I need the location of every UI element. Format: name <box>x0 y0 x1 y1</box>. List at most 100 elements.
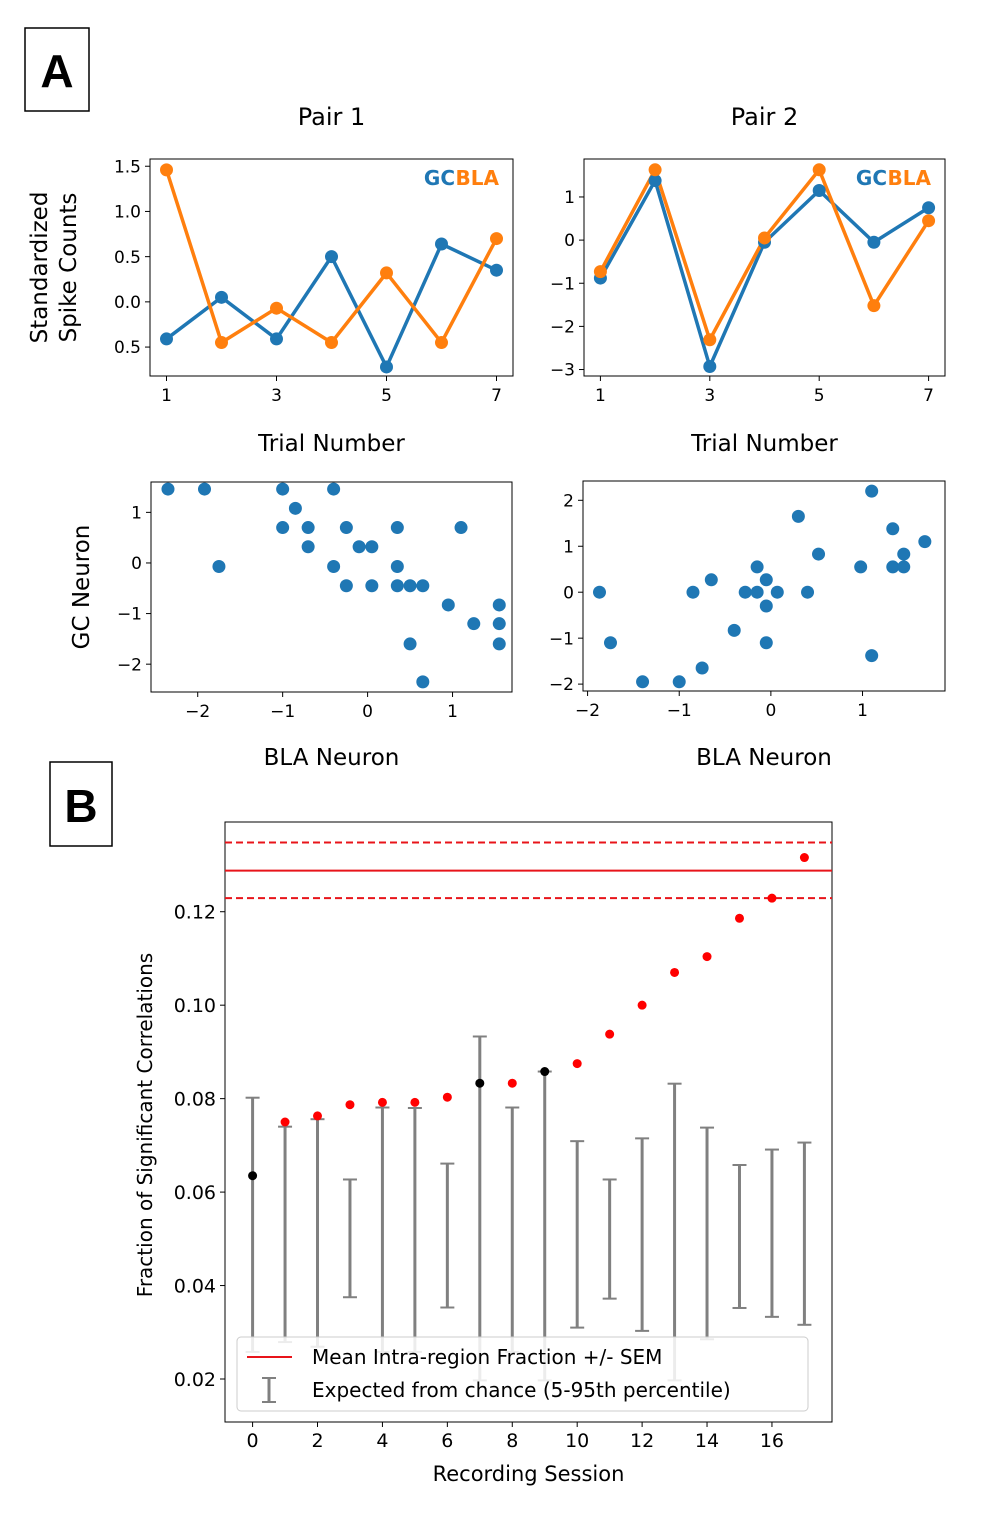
scatter-point <box>738 585 752 599</box>
scatter-point <box>492 617 506 631</box>
observed-point <box>670 967 680 977</box>
scatter-point <box>365 579 379 593</box>
scatter-point <box>416 675 430 689</box>
x-tick-label: 4 <box>376 1430 388 1452</box>
data-point-bla <box>758 231 771 245</box>
legend-bla: BLA <box>888 166 932 190</box>
y-tick-label: −2 <box>117 655 142 675</box>
scatter-point <box>492 598 506 612</box>
observed-point <box>377 1097 387 1107</box>
data-point-bla <box>160 163 173 177</box>
y-tick-label: −1 <box>550 274 575 294</box>
data-point-bla <box>648 163 662 177</box>
x-tick-label: −2 <box>575 701 600 721</box>
scatter-point <box>603 636 617 650</box>
x-tick-label: 3 <box>271 386 282 406</box>
legend: Mean Intra-region Fraction +/- SEM Expect… <box>236 1336 809 1412</box>
observed-point <box>637 1000 647 1010</box>
y-tick-label: 0.02 <box>174 1369 216 1391</box>
y-tick-label: −2 <box>549 675 574 695</box>
scatter-point <box>288 501 302 515</box>
legend-label-chance: Expected from chance (5-95th percentile) <box>312 1378 731 1402</box>
x-tick-label: 6 <box>441 1430 453 1452</box>
data-point-gc <box>325 250 338 264</box>
y-tick-label: 1 <box>564 188 575 208</box>
y-axis-label: Standardized <box>27 192 53 344</box>
data-point-gc <box>922 201 936 215</box>
y-tick-label: 2 <box>563 491 574 511</box>
scatter-point <box>403 637 417 651</box>
x-tick-label: 1 <box>595 386 606 406</box>
scatter-point <box>750 585 764 599</box>
y-tick-label: 0.08 <box>174 1088 216 1110</box>
series-line-gc <box>598 176 930 372</box>
scatter-point <box>390 521 404 535</box>
y-axis-label: Spike Counts <box>56 193 82 343</box>
scatter-point <box>327 560 341 574</box>
plot-frame <box>583 158 946 377</box>
observed-point <box>605 1029 615 1039</box>
x-tick-label: 1 <box>161 386 172 406</box>
x-tick-label: 5 <box>814 386 825 406</box>
plot-frame <box>582 480 946 692</box>
data-point-gc <box>490 263 503 277</box>
scatter-point <box>467 617 481 631</box>
chart-title: Pair 1 <box>298 103 366 131</box>
scatter-point <box>403 579 417 593</box>
plot-frame <box>149 158 514 377</box>
y-tick-label: 1 <box>131 503 142 523</box>
data-point-bla <box>435 336 448 350</box>
pair1-line-chart: 1 3 5 7 0.5 0.0 0.5 1.0 1.5 Trial Number Pair 1 BLA… <box>27 103 514 457</box>
scatter-point <box>886 522 900 536</box>
y-tick-label: 1.5 <box>114 157 141 177</box>
y-axis-label: Fraction of Significant Correlations <box>133 953 157 1297</box>
x-axis-label: Trial Number <box>257 431 405 457</box>
observed-point <box>540 1067 550 1077</box>
observed-point <box>442 1092 452 1102</box>
scatter-point <box>759 599 773 613</box>
data-point-gc <box>703 360 717 374</box>
x-tick-label: 1 <box>447 702 458 722</box>
svg-text:B: B <box>64 780 97 832</box>
series-line-bla <box>598 165 931 345</box>
scatter-point <box>886 560 900 574</box>
x-tick-label: 12 <box>630 1430 654 1452</box>
panel-a-label: A <box>24 27 90 112</box>
scatter-point <box>276 482 290 496</box>
y-tick-label: −1 <box>549 629 574 649</box>
observed-point <box>767 893 777 903</box>
x-tick-label: 14 <box>695 1430 719 1452</box>
observed-point <box>734 913 744 923</box>
y-tick-label: 0.0 <box>114 293 141 313</box>
scatter-point <box>897 547 911 561</box>
data-point-gc <box>270 332 283 346</box>
data-point-bla <box>867 299 881 313</box>
data-point-bla <box>380 266 393 280</box>
x-tick-label: 7 <box>491 386 502 406</box>
data-point-bla <box>922 214 936 228</box>
scatter-point <box>441 598 455 612</box>
observed-point <box>248 1171 258 1181</box>
y-tick-label: 0 <box>564 231 575 251</box>
y-tick-label: 0 <box>563 583 574 603</box>
data-point-bla <box>270 301 283 315</box>
x-tick-label: 3 <box>704 386 715 406</box>
x-tick-label: 5 <box>381 386 392 406</box>
x-axis-label: BLA Neuron <box>264 745 400 771</box>
scatter-point <box>791 509 805 523</box>
scatter-point <box>865 649 879 663</box>
scatter-point <box>801 585 815 599</box>
scatter-point <box>212 560 226 574</box>
scatter-point <box>636 675 650 689</box>
scatter-point <box>454 521 468 535</box>
observed-point <box>507 1078 517 1088</box>
x-tick-label: 7 <box>923 386 934 406</box>
data-point-bla <box>593 265 607 279</box>
x-tick-label: −1 <box>667 701 692 721</box>
data-point-gc <box>160 332 173 346</box>
y-tick-label: −3 <box>550 361 575 381</box>
x-tick-label: −2 <box>185 702 210 722</box>
data-point-bla <box>703 333 717 347</box>
y-tick-label: 0.10 <box>174 995 216 1017</box>
